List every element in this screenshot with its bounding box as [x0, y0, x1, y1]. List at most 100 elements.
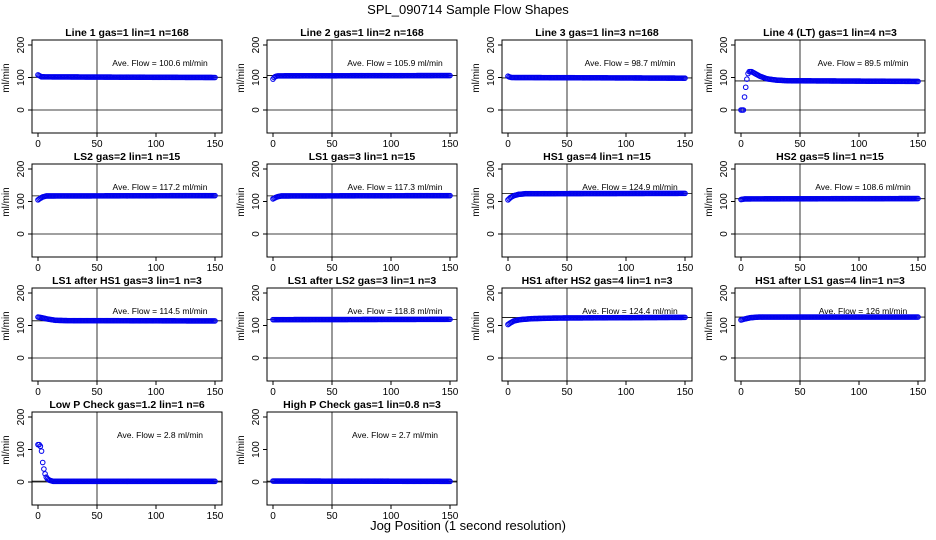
x-tick-label: 50 [326, 263, 338, 274]
data-point [42, 471, 48, 477]
y-tick-label: 100 [16, 193, 27, 210]
y-tick-label: 200 [16, 160, 27, 177]
x-tick-label: 50 [91, 263, 103, 274]
y-tick-label: 0 [16, 107, 27, 113]
page-title: SPL_090714 Sample Flow Shapes [367, 2, 569, 17]
chart-panel: LS1 after LS2 gas=3 lin=1 n=3 0 100 200 ml/m… [236, 275, 459, 398]
x-tick-label: 0 [35, 511, 41, 522]
plot-frame [734, 39, 926, 134]
chart-panel: HS1 after LS1 gas=4 lin=1 n=3 0 100 200 ml/m… [704, 275, 927, 398]
plot-frame [31, 39, 223, 134]
data-point [682, 190, 688, 197]
x-tick-label: 100 [618, 263, 635, 274]
x-tick-label: 150 [207, 263, 224, 274]
average-flow-annotation: Ave. Flow = 114.5 ml/min [113, 306, 208, 316]
x-tick-label: 50 [794, 139, 806, 150]
data-point [447, 478, 453, 485]
plot-frame [501, 163, 693, 258]
average-flow-annotation: Ave. Flow = 2.7 ml/min [352, 430, 438, 440]
x-tick-label: 100 [148, 139, 165, 150]
y-axis-label: ml/min [471, 311, 482, 340]
plot-frame [31, 163, 223, 258]
data-point [740, 107, 747, 113]
data-point [39, 459, 46, 466]
y-tick-label: 200 [251, 284, 262, 301]
y-tick-label: 100 [251, 69, 262, 86]
average-flow-annotation: Ave. Flow = 117.3 ml/min [348, 182, 443, 192]
average-flow-annotation: Ave. Flow = 100.6 ml/min [112, 58, 208, 68]
chart-panel: Line 2 gas=1 lin=2 n=168 0 100 200 ml/min 0 50… [236, 27, 459, 150]
x-tick-label: 0 [270, 139, 276, 150]
x-tick-label: 0 [35, 387, 41, 398]
y-axis-label: ml/min [1, 311, 12, 340]
y-tick-label: 100 [486, 193, 497, 210]
panel-title: HS1 after HS2 gas=4 lin=1 n=3 [522, 275, 673, 287]
chart-panel: LS1 gas=3 lin=1 n=15 0 100 200 ml/min 0 50 100 1… [236, 151, 459, 274]
y-tick-label: 0 [16, 479, 27, 485]
average-flow-annotation: Ave. Flow = 105.9 ml/min [347, 58, 443, 68]
plot-frame [266, 411, 458, 506]
chart-panel: High P Check gas=1 lin=0.8 n=3 0 100 200 ml/… [236, 399, 459, 522]
average-flow-annotation: Ave. Flow = 124.9 ml/min [582, 182, 678, 192]
y-tick-label: 0 [486, 107, 497, 113]
x-tick-label: 0 [738, 139, 744, 150]
x-tick-label: 100 [383, 263, 400, 274]
x-tick-label: 150 [207, 139, 224, 150]
x-tick-label: 100 [383, 139, 400, 150]
x-tick-label: 0 [505, 387, 511, 398]
x-tick-label: 150 [442, 511, 459, 522]
average-flow-annotation: Ave. Flow = 98.7 ml/min [585, 58, 676, 68]
data-point [447, 316, 453, 323]
y-axis-label: ml/min [704, 63, 715, 92]
x-tick-label: 0 [35, 139, 41, 150]
y-tick-label: 200 [486, 36, 497, 53]
x-tick-label: 50 [326, 511, 338, 522]
y-tick-label: 0 [719, 107, 730, 113]
plot-frame [266, 287, 458, 382]
y-tick-label: 100 [719, 317, 730, 334]
x-tick-label: 100 [851, 263, 868, 274]
y-tick-label: 200 [486, 160, 497, 177]
x-tick-label: 100 [148, 511, 165, 522]
y-tick-label: 0 [16, 355, 27, 361]
x-tick-label: 100 [851, 139, 868, 150]
y-tick-label: 100 [251, 193, 262, 210]
y-axis-label: ml/min [471, 63, 482, 92]
y-tick-label: 0 [251, 107, 262, 113]
chart-panel: Low P Check gas=1.2 lin=1 n=6 0 100 200 ml/m… [1, 399, 224, 522]
plot-frame [734, 287, 926, 382]
y-tick-label: 0 [486, 355, 497, 361]
y-tick-label: 200 [251, 36, 262, 53]
data-point [742, 84, 749, 91]
x-tick-label: 50 [326, 387, 338, 398]
y-tick-label: 100 [16, 317, 27, 334]
y-axis-label: ml/min [236, 311, 247, 340]
average-flow-annotation: Ave. Flow = 89.5 ml/min [818, 58, 909, 68]
x-tick-label: 50 [91, 139, 103, 150]
chart-panel: LS2 gas=2 lin=1 n=15 0 100 200 ml/min 0 50 100 1… [1, 151, 224, 274]
panel-title: LS2 gas=2 lin=1 n=15 [74, 151, 181, 163]
x-tick-label: 0 [35, 263, 41, 274]
y-tick-label: 0 [486, 231, 497, 237]
y-tick-label: 100 [251, 317, 262, 334]
data-point [38, 448, 45, 454]
x-tick-label: 100 [148, 387, 165, 398]
x-tick-label: 100 [618, 387, 635, 398]
data-point [41, 466, 47, 472]
x-tick-label: 50 [794, 387, 806, 398]
y-tick-label: 100 [486, 69, 497, 86]
x-tick-label: 0 [738, 387, 744, 398]
data-point [212, 74, 218, 81]
chart-panel: HS1 gas=4 lin=1 n=15 0 100 200 ml/min 0 50 100 1… [471, 151, 694, 274]
data-point [682, 75, 688, 81]
chart-panel: HS1 after HS2 gas=4 lin=1 n=3 0 100 200 ml/m… [471, 275, 694, 398]
plot-frame [31, 287, 223, 382]
y-tick-label: 200 [251, 160, 262, 177]
x-axis-label: Jog Position (1 second resolution) [370, 518, 566, 533]
chart-panel: Line 1 gas=1 lin=1 n=168 0 100 200 ml/min 0 50… [1, 27, 224, 150]
x-tick-label: 50 [794, 263, 806, 274]
x-tick-label: 150 [207, 387, 224, 398]
x-tick-label: 100 [383, 387, 400, 398]
y-axis-label: ml/min [1, 187, 12, 216]
